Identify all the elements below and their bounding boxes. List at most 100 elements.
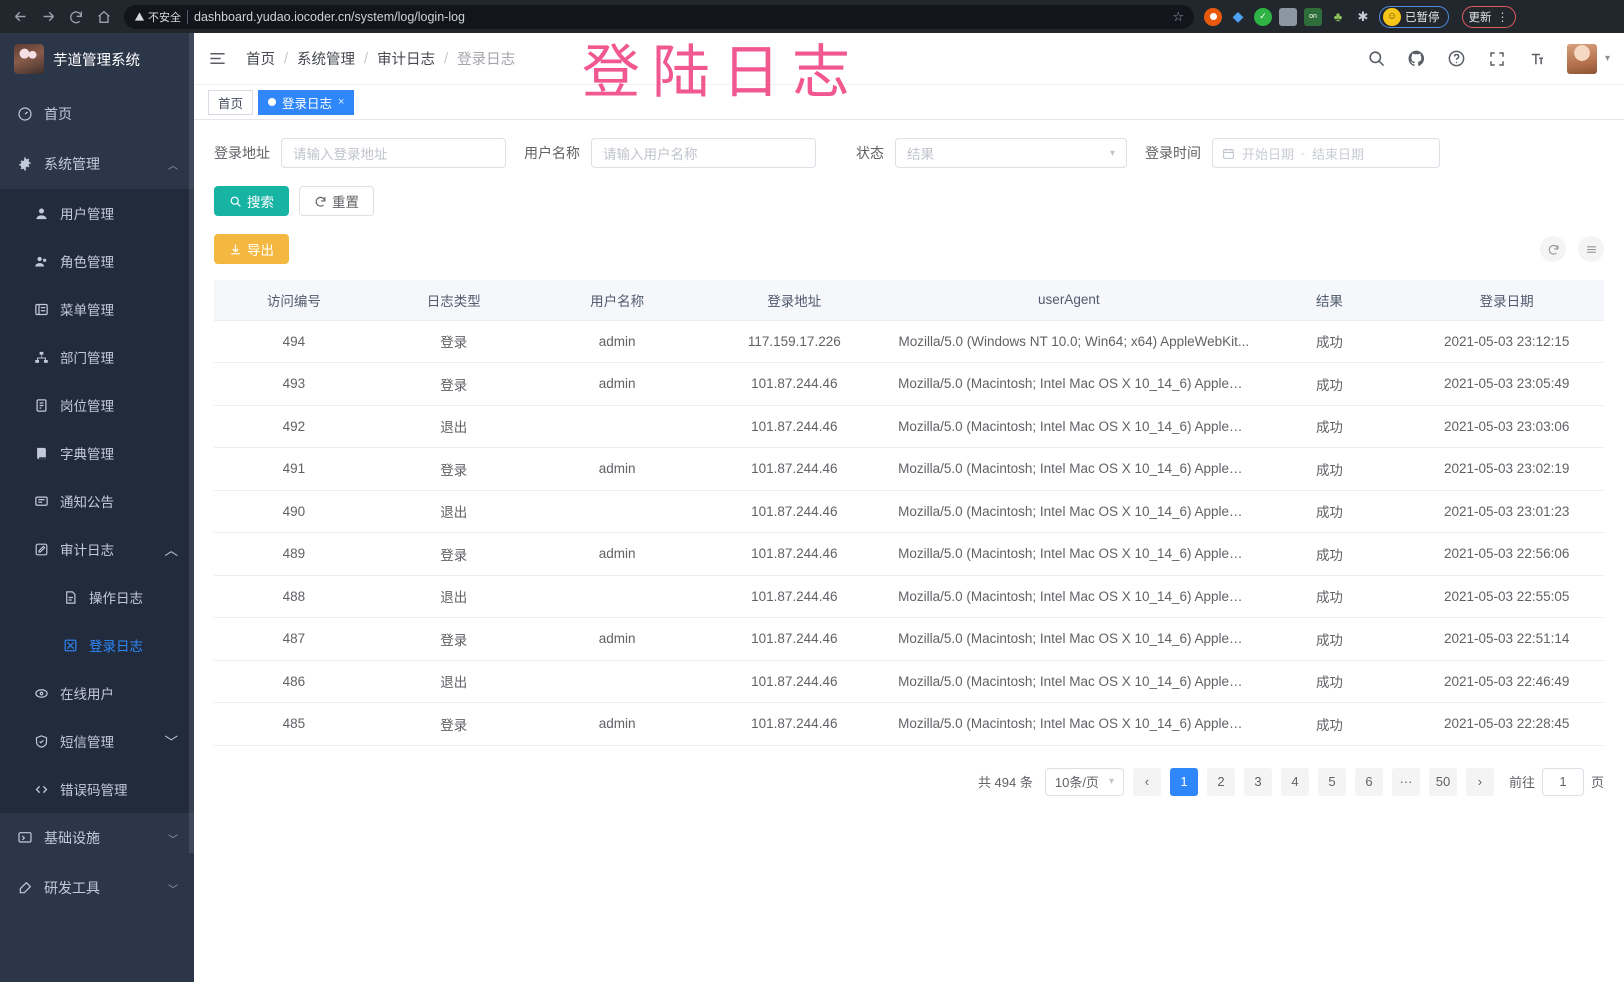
- breadcrumb-item-2[interactable]: 审计日志: [377, 52, 436, 68]
- hamburger-icon[interactable]: [206, 48, 228, 70]
- sidebar-item-audit-log[interactable]: 审计日志 ︿: [0, 525, 194, 573]
- table-row[interactable]: 493 登录 admin 101.87.244.46 Mozilla/5.0 (…: [214, 362, 1604, 406]
- sidebar-item-error-codes[interactable]: 错误码管理: [0, 765, 194, 813]
- close-icon[interactable]: ×: [338, 96, 345, 108]
- filter-label: 用户名称: [524, 145, 580, 161]
- filter-status: 状态 结果 ▾: [856, 138, 1127, 168]
- reload-icon[interactable]: [62, 3, 90, 31]
- extension-leaf-icon[interactable]: ♣: [1333, 9, 1343, 24]
- sidebar-item-online-users[interactable]: 在线用户: [0, 669, 194, 717]
- sidebar-item-home[interactable]: 首页: [0, 89, 194, 139]
- table-row[interactable]: 488 退出 101.87.244.46 Mozilla/5.0 (Macint…: [214, 575, 1604, 618]
- sidebar-item-posts[interactable]: 岗位管理: [0, 381, 194, 429]
- cell-result: 成功: [1249, 320, 1410, 363]
- page-button-4[interactable]: 4: [1280, 767, 1309, 796]
- sidebar-item-menus[interactable]: 菜单管理: [0, 285, 194, 333]
- user-name-input[interactable]: 请输入用户名称: [591, 138, 816, 168]
- sidebar-item-infrastructure[interactable]: 基础设施 ﹀: [0, 813, 194, 863]
- paused-badge[interactable]: ☺ 已暂停: [1379, 5, 1449, 28]
- search-button[interactable]: 搜索: [214, 186, 289, 216]
- sidebar-scrollbar[interactable]: [189, 33, 194, 853]
- extension-puzzle-icon[interactable]: ✱: [1357, 8, 1369, 24]
- omnibox[interactable]: 不安全 dashboard.yudao.iocoder.cn/system/lo…: [124, 4, 1194, 29]
- bullhorn-icon: [33, 493, 49, 509]
- sidebar-item-label: 菜单管理: [60, 303, 114, 318]
- table-row[interactable]: 490 退出 101.87.244.46 Mozilla/5.0 (Macint…: [214, 490, 1604, 533]
- sidebar-item-label: 系统管理: [44, 156, 100, 172]
- table-row[interactable]: 491 登录 admin 101.87.244.46 Mozilla/5.0 (…: [214, 447, 1604, 491]
- extension-orange-icon[interactable]: [1204, 7, 1222, 26]
- extension-on-icon[interactable]: on: [1304, 7, 1322, 26]
- github-icon[interactable]: [1407, 49, 1427, 69]
- prev-page-button[interactable]: ‹: [1132, 767, 1161, 796]
- extension-blue-badge-icon[interactable]: [1279, 7, 1297, 26]
- column-header-user[interactable]: 用户名称: [533, 280, 701, 321]
- cell-id: 491: [214, 447, 374, 491]
- table-row[interactable]: 487 登录 admin 101.87.244.46 Mozilla/5.0 (…: [214, 617, 1604, 661]
- status-select[interactable]: 结果 ▾: [895, 138, 1127, 168]
- table-row[interactable]: 485 登录 admin 101.87.244.46 Mozilla/5.0 (…: [214, 702, 1604, 746]
- page-ellipsis[interactable]: ···: [1391, 767, 1420, 796]
- login-time-daterange[interactable]: 开始日期 - 结束日期: [1212, 138, 1440, 168]
- sidebar-item-sms[interactable]: 短信管理 ﹀: [0, 717, 194, 765]
- page-button-2[interactable]: 2: [1206, 767, 1235, 796]
- tab-home[interactable]: 首页: [208, 89, 254, 115]
- page-button-6[interactable]: 6: [1354, 767, 1383, 796]
- forward-icon[interactable]: [34, 3, 62, 31]
- column-header-useragent[interactable]: userAgent: [888, 280, 1250, 321]
- table-row[interactable]: 492 退出 101.87.244.46 Mozilla/5.0 (Macint…: [214, 405, 1604, 448]
- extension-green-check-icon[interactable]: ✓: [1254, 7, 1272, 26]
- fullscreen-icon[interactable]: [1487, 49, 1507, 69]
- table-row[interactable]: 494 登录 admin 117.159.17.226 Mozilla/5.0 …: [214, 320, 1604, 363]
- reset-button[interactable]: 重置: [299, 186, 374, 216]
- refresh-icon[interactable]: [1540, 236, 1566, 262]
- page-button-1[interactable]: 1: [1169, 767, 1198, 796]
- sidebar-item-system[interactable]: 系统管理 ︿: [0, 139, 194, 189]
- export-button[interactable]: 导出: [214, 234, 289, 264]
- column-header-address[interactable]: 登录地址: [700, 280, 889, 321]
- cell-address: 101.87.244.46: [700, 362, 889, 406]
- cell-address: 101.87.244.46: [700, 617, 889, 661]
- sidebar-item-roles[interactable]: 角色管理: [0, 237, 194, 285]
- page-button-50[interactable]: 50: [1428, 767, 1457, 796]
- column-settings-icon[interactable]: [1578, 236, 1604, 262]
- bookmark-star-icon[interactable]: ☆: [1172, 8, 1184, 24]
- sidebar-item-notices[interactable]: 通知公告: [0, 477, 194, 525]
- sidebar-logo[interactable]: 芋道管理系统: [0, 33, 194, 85]
- avatar[interactable]: [1566, 43, 1597, 74]
- font-size-icon[interactable]: [1527, 49, 1547, 69]
- jump-page-input[interactable]: 1: [1541, 767, 1584, 796]
- table-row[interactable]: 489 登录 admin 101.87.244.46 Mozilla/5.0 (…: [214, 532, 1604, 576]
- next-page-button[interactable]: ›: [1465, 767, 1494, 796]
- select-placeholder: 结果: [907, 147, 934, 162]
- column-header-date[interactable]: 登录日期: [1409, 280, 1604, 321]
- sidebar-item-login-log[interactable]: 登录日志: [0, 621, 194, 669]
- sidebar-item-departments[interactable]: 部门管理: [0, 333, 194, 381]
- search-icon[interactable]: [1367, 49, 1387, 69]
- column-header-result[interactable]: 结果: [1249, 280, 1410, 321]
- cell-address: 101.87.244.46: [700, 532, 889, 576]
- help-icon[interactable]: [1447, 49, 1467, 69]
- sidebar-item-users[interactable]: 用户管理: [0, 189, 194, 237]
- column-header-id[interactable]: 访问编号: [214, 280, 374, 321]
- update-button[interactable]: 更新 ⋮: [1461, 5, 1516, 28]
- column-header-type[interactable]: 日志类型: [373, 280, 534, 321]
- extension-diamond-icon[interactable]: ◆: [1232, 8, 1244, 24]
- breadcrumb-item-1[interactable]: 系统管理: [297, 52, 356, 68]
- sidebar-item-dev-tools[interactable]: 研发工具 ﹀: [0, 863, 194, 913]
- login-address-input[interactable]: 请输入登录地址: [281, 138, 506, 168]
- home-icon[interactable]: [90, 3, 118, 31]
- page-button-5[interactable]: 5: [1317, 767, 1346, 796]
- page-size-select[interactable]: 10条/页 ▾: [1044, 767, 1124, 796]
- back-icon[interactable]: [6, 3, 34, 31]
- sidebar-item-dictionaries[interactable]: 字典管理: [0, 429, 194, 477]
- table-row[interactable]: 486 退出 101.87.244.46 Mozilla/5.0 (Macint…: [214, 660, 1604, 703]
- sidebar-item-operation-log[interactable]: 操作日志: [0, 573, 194, 621]
- page-button-3[interactable]: 3: [1243, 767, 1272, 796]
- chevron-down-icon[interactable]: ▾: [1604, 53, 1610, 64]
- tab-login-log[interactable]: 登录日志 ×: [258, 89, 355, 115]
- security-warning[interactable]: 不安全: [134, 9, 181, 25]
- breadcrumb-item-0[interactable]: 首页: [246, 52, 275, 68]
- kebab-menu-icon[interactable]: ⋮: [1496, 9, 1509, 24]
- cell-type: 退出: [373, 405, 534, 448]
